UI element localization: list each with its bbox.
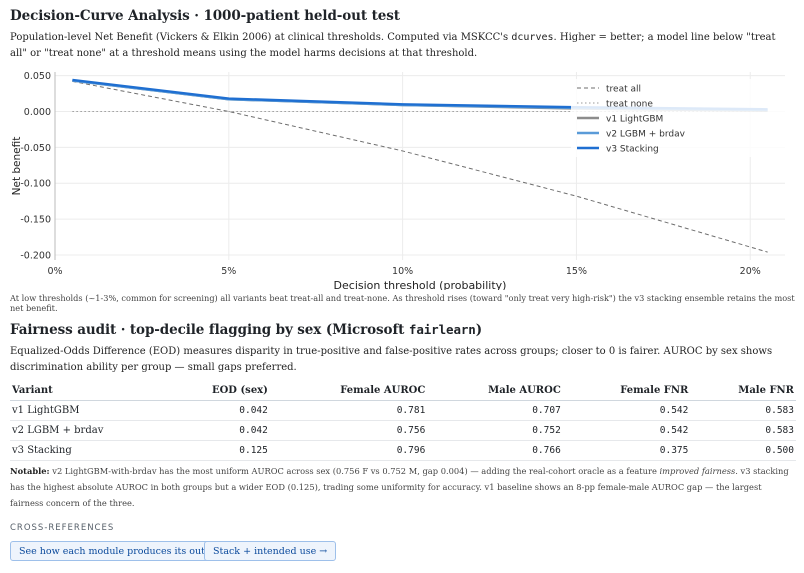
x-tick-label: 5% [221,266,236,277]
cell-male-auroc: 0.766 [427,440,563,461]
y-tick-label: -0.150 [20,215,51,226]
cell-eod: 0.042 [164,420,270,441]
note-text-2: . v3 stacking has the highest absolute A… [10,466,789,508]
legend-entry: v3 Stacking [606,144,659,154]
cell-female-fnr: 0.375 [562,440,691,461]
col-female-fnr: Female FNR [562,380,691,401]
dca-title: Decision-Curve Analysis · 1000-patient h… [10,8,400,24]
legend-background [571,79,785,157]
fairness-title-text: Fairness audit · top-decile flagging by … [10,322,409,338]
legend-entry: treat all [606,84,641,94]
y-tick-label: -0.050 [20,143,51,154]
cell-male-fnr: 0.500 [690,440,796,461]
fairness-subtitle: Equalized-Odds Difference (EOD) measures… [10,346,773,373]
legend-entry: v2 LGBM + brdav [606,129,686,139]
cell-eod: 0.125 [164,440,270,461]
cell-female-fnr: 0.542 [562,420,691,441]
chart-legend: treat all treat none v1 LightGBM v2 LGBM + … [571,79,785,157]
table-row: v3 Stacking 0.125 0.796 0.766 0.375 0.50… [10,440,796,461]
cell-variant: v2 LGBM + brdav [10,420,164,441]
cell-female-auroc: 0.796 [269,440,428,461]
note-text: v2 LightGBM-with-brdav has the most unif… [49,466,660,476]
fairness-title-code: fairlearn [408,322,476,337]
note-label: Notable: [10,466,50,476]
legend-entry: treat none [606,99,653,109]
fairness-note: Notable: v2 LightGBM-with-brdav has the … [10,463,794,511]
x-tick-label: 0% [47,266,62,277]
table-row: v1 LightGBM 0.042 0.781 0.707 0.542 0.58… [10,400,796,421]
cell-variant: v3 Stacking [10,440,164,461]
dca-subtitle-code: dcurves [511,32,554,43]
y-tick-label: -0.200 [20,250,51,261]
cell-female-auroc: 0.756 [269,420,428,441]
cell-female-auroc: 0.781 [269,400,428,421]
y-axis-label: Net benefit [11,137,23,196]
dca-note: At low thresholds (~1-3%, common for scr… [10,293,795,313]
col-male-fnr: Male FNR [690,380,796,401]
x-tick-label: 15% [566,266,587,277]
col-eod: EOD (sex) [164,380,270,401]
y-tick-label: 0.050 [24,71,51,82]
dca-subtitle: Population-level Net Benefit (Vickers & … [10,30,794,62]
chart-axes: 0.050 0.000 -0.050 -0.100 -0.150 -0.200 0% 5% 10… [11,71,761,290]
y-tick-label: -0.100 [20,179,51,190]
cross-references-heading: CROSS-REFERENCES [10,523,115,533]
cell-eod: 0.042 [164,400,270,421]
fairness-title-text-2: ) [475,322,483,338]
col-female-auroc: Female AUROC [269,380,428,401]
fairness-title: Fairness audit · top-decile flagging by … [10,322,482,338]
cell-variant: v1 LightGBM [10,400,164,421]
cell-male-fnr: 0.583 [690,400,796,421]
cell-female-fnr: 0.542 [562,400,691,421]
cell-male-auroc: 0.752 [427,420,563,441]
decision-curve-chart: 0.050 0.000 -0.050 -0.100 -0.150 -0.200 0% 5% 10… [11,71,785,290]
cell-male-fnr: 0.583 [690,420,796,441]
x-tick-label: 20% [740,266,761,277]
y-tick-label: 0.000 [24,107,51,118]
cell-male-auroc: 0.707 [427,400,563,421]
x-axis-label: Decision threshold (probability) [334,279,507,290]
dca-subtitle-text-2: . Higher = better; a model line below "t… [10,32,776,59]
fairness-table: Variant EOD (sex) Female AUROC Male AURO… [10,380,796,461]
dca-subtitle-text: Population-level Net Benefit (Vickers & … [10,32,512,43]
table-header-row: Variant EOD (sex) Female AUROC Male AURO… [10,380,796,401]
stack-intended-use-link-button[interactable]: Stack + intended use → [204,541,337,561]
module-output-link-button[interactable]: See how each module produces its output … [10,541,241,561]
legend-entry: v1 LightGBM [606,114,663,124]
x-tick-label: 10% [392,266,413,277]
note-emphasis: improved fairness [659,466,736,476]
col-male-auroc: Male AUROC [427,380,563,401]
series-line-treat-all [72,80,768,253]
table-row: v2 LGBM + brdav 0.042 0.756 0.752 0.542 … [10,420,796,441]
col-variant: Variant [10,380,164,401]
